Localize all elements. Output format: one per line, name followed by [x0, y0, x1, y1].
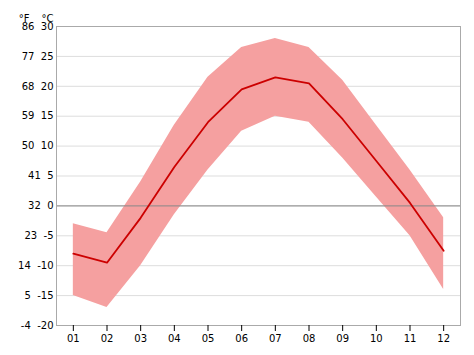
- svg-text:5 -15: 5 -15: [24, 290, 53, 301]
- svg-text:05: 05: [202, 333, 215, 344]
- svg-text:03: 03: [134, 333, 147, 344]
- svg-text:14 -10: 14 -10: [18, 260, 53, 271]
- svg-text:-4 -20: -4 -20: [21, 320, 54, 331]
- svg-text:06: 06: [235, 333, 248, 344]
- svg-text:59 15: 59 15: [22, 110, 54, 121]
- svg-text:09: 09: [336, 333, 349, 344]
- svg-text:86 30: 86 30: [21, 20, 54, 32]
- svg-text:23 -5: 23 -5: [24, 230, 53, 241]
- svg-text:°F: °F: [19, 13, 30, 24]
- svg-text:41 5: 41 5: [28, 170, 53, 181]
- svg-text:32 0: 32 0: [28, 200, 53, 211]
- svg-text:11: 11: [404, 333, 417, 344]
- svg-text:77 25: 77 25: [22, 51, 54, 62]
- svg-text:°C: °C: [42, 13, 54, 24]
- svg-text:02: 02: [101, 333, 114, 344]
- svg-text:50 10: 50 10: [22, 140, 54, 151]
- svg-text:04: 04: [168, 333, 181, 344]
- svg-text:12: 12: [437, 333, 450, 344]
- svg-text:10: 10: [370, 333, 383, 344]
- svg-text:01: 01: [67, 333, 80, 344]
- svg-text:08: 08: [303, 333, 316, 344]
- svg-text:68 20: 68 20: [22, 81, 54, 92]
- svg-text:07: 07: [269, 333, 282, 344]
